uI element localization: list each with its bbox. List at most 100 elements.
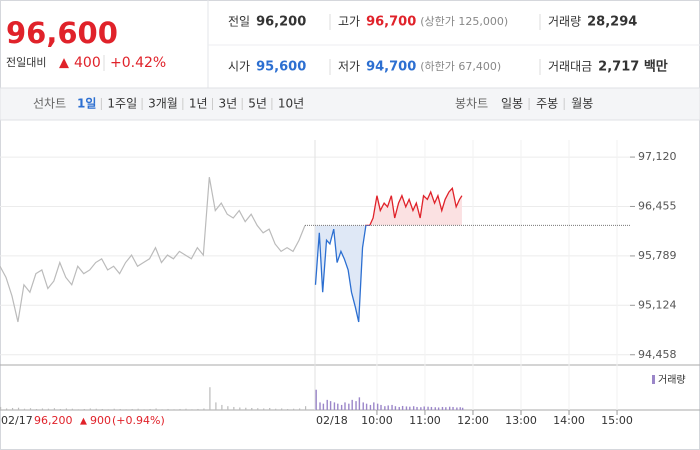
- volume-bar: [322, 403, 325, 410]
- volume-bar: [355, 401, 357, 410]
- info-value: 2,717 백만: [598, 59, 668, 75]
- volume-bar: [113, 408, 115, 410]
- volume-bar: [358, 397, 361, 410]
- tab-group-label: 선차트: [33, 97, 66, 111]
- volume-bar: [394, 406, 397, 410]
- volume-bar: [369, 404, 372, 410]
- volume-bar: [448, 406, 451, 410]
- volume-bar: [326, 399, 328, 410]
- volume-bar: [59, 408, 62, 410]
- info-note: (상한가 125,000): [420, 15, 508, 28]
- volume-bar: [423, 406, 425, 410]
- volume-bar: [239, 407, 241, 410]
- volume-bar: [333, 402, 336, 410]
- volume-bar: [387, 405, 389, 410]
- x-tick-label: 15:00: [601, 414, 633, 427]
- period-tab[interactable]: 1주일: [107, 97, 137, 111]
- legend-swatch: [652, 375, 655, 384]
- change: 400: [74, 55, 101, 71]
- volume-bar: [221, 404, 223, 410]
- volume-bar: [71, 408, 73, 410]
- volume-bar: [434, 407, 436, 410]
- x-tick-label: 14:00: [553, 414, 585, 427]
- volume-bar: [340, 404, 343, 410]
- volume-bar: [430, 406, 433, 410]
- volume-bar: [409, 406, 411, 410]
- y-tick-label: 94,458: [638, 348, 677, 361]
- tab-bar: [0, 87, 700, 121]
- volume-bar: [161, 409, 163, 410]
- period-tab[interactable]: 5년: [248, 97, 267, 111]
- volume-bar: [41, 408, 44, 410]
- volume-bar: [17, 407, 20, 410]
- volume-bar: [11, 407, 14, 410]
- volume-bar: [209, 387, 211, 410]
- volume-bar: [441, 406, 444, 410]
- period-tab[interactable]: 1년: [189, 97, 208, 111]
- volume-bar: [281, 408, 283, 410]
- volume-bar: [35, 408, 38, 410]
- volume-bar: [29, 408, 32, 410]
- volume-bar: [149, 408, 151, 410]
- volume-bar: [337, 403, 339, 410]
- volume-bar: [445, 407, 447, 410]
- volume-bar: [427, 406, 429, 410]
- volume-bar: [348, 403, 350, 410]
- volume-bar: [0, 406, 2, 410]
- volume-bar: [5, 408, 8, 410]
- volume-bar: [293, 408, 295, 410]
- volume-bar: [203, 408, 205, 410]
- volume-bar: [65, 408, 67, 410]
- prev-date: 02/17: [1, 414, 33, 427]
- volume-bar: [83, 408, 85, 410]
- volume-bar: [197, 408, 199, 410]
- volume-bar: [376, 403, 379, 410]
- period-tab[interactable]: 10년: [278, 97, 304, 111]
- arrow: ▲: [59, 56, 69, 71]
- volume-bar: [391, 404, 393, 410]
- volume-bar: [137, 408, 139, 410]
- volume-bar: [344, 402, 346, 410]
- volume-bar: [125, 409, 127, 410]
- volume-bar: [456, 407, 458, 410]
- candle-tab[interactable]: 월봉: [571, 97, 593, 111]
- price-line-down: [314, 225, 371, 323]
- period-tab[interactable]: 3년: [219, 97, 238, 111]
- volume-bar: [401, 405, 404, 410]
- volume-bar: [185, 408, 187, 410]
- volume-bar: [416, 406, 418, 410]
- period-tab[interactable]: 3개월: [148, 97, 178, 111]
- x-tick-label: 12:00: [457, 414, 489, 427]
- volume-bar: [119, 408, 121, 410]
- info-label: 저가: [338, 60, 360, 74]
- volume-bar: [155, 408, 157, 410]
- volume-bar: [437, 407, 440, 410]
- volume-bar: [167, 408, 169, 410]
- info-label: 거래대금: [548, 60, 592, 74]
- period-tab[interactable]: 1일: [77, 97, 96, 111]
- volume-bar: [245, 407, 247, 410]
- volume-bar: [227, 406, 229, 410]
- candle-tab[interactable]: 주봉: [536, 97, 558, 111]
- volume-bar: [179, 408, 181, 410]
- legend-label: 거래량: [658, 374, 686, 386]
- x-tick-label: 13:00: [505, 414, 537, 427]
- volume-bar: [373, 402, 375, 410]
- volume-bar: [131, 408, 133, 410]
- prev-day-line: [0, 177, 306, 323]
- volume-bar: [287, 408, 289, 410]
- volume-bar: [329, 401, 332, 410]
- info-note: (하한가 67,400): [420, 59, 501, 73]
- arrow: ▲: [80, 417, 87, 427]
- candle-tab[interactable]: 일봉: [501, 97, 523, 111]
- info-label: 시가: [228, 60, 250, 74]
- tab-group-label: 봉차트: [455, 97, 488, 111]
- info-value: 94,700: [366, 60, 416, 75]
- volume-bar: [107, 409, 109, 410]
- change-label: 전일대비: [6, 55, 46, 69]
- price-line-up: [365, 186, 463, 226]
- prev-change-pct: (+0.94%): [112, 414, 165, 427]
- volume-bar: [384, 406, 386, 410]
- volume-bar: [319, 402, 321, 410]
- volume-bar: [233, 406, 235, 410]
